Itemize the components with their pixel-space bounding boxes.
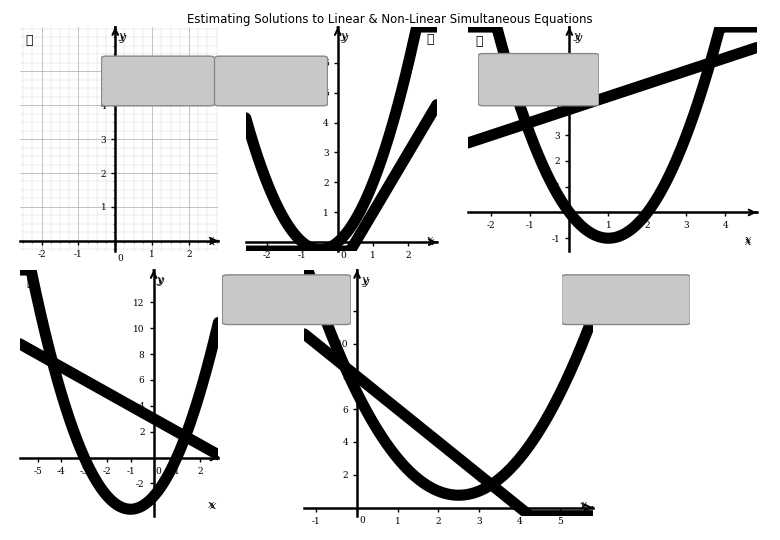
Text: y: y <box>341 31 347 42</box>
Text: 0: 0 <box>340 251 346 260</box>
FancyBboxPatch shape <box>478 53 599 106</box>
Text: x: x <box>208 235 215 246</box>
Text: Estimating Solutions to Linear & Non-Linear Simultaneous Equations: Estimating Solutions to Linear & Non-Lin… <box>187 14 593 26</box>
Text: y: y <box>575 32 581 43</box>
Text: y: y <box>342 33 348 43</box>
Text: x: x <box>581 500 587 510</box>
Text: 0: 0 <box>155 467 161 476</box>
Text: y = x + 2: y = x + 2 <box>133 89 183 97</box>
Text: y = x² − 5x + 7: y = x² − 5x + 7 <box>586 286 666 294</box>
Text: y = x² − 2x: y = x² − 2x <box>509 65 568 74</box>
Text: y: y <box>574 31 580 42</box>
Text: y = 0.5x + 4: y = 0.5x + 4 <box>506 87 571 97</box>
Text: y = 2x − 1: y = 2x − 1 <box>243 89 299 97</box>
Text: 0: 0 <box>359 516 365 525</box>
FancyBboxPatch shape <box>101 56 214 106</box>
Text: y: y <box>361 275 367 285</box>
Text: ③: ③ <box>476 35 484 48</box>
Text: y: y <box>157 275 163 285</box>
Text: x: x <box>209 237 215 247</box>
FancyBboxPatch shape <box>215 56 328 106</box>
Text: ①: ① <box>25 34 33 47</box>
Text: x: x <box>210 501 217 511</box>
FancyBboxPatch shape <box>562 275 690 325</box>
Text: x: x <box>427 237 434 247</box>
Text: 0: 0 <box>573 220 578 229</box>
Text: ⑤: ⑤ <box>312 278 320 291</box>
Text: y: y <box>119 31 125 42</box>
FancyBboxPatch shape <box>222 275 351 325</box>
Text: y = x² + x: y = x² + x <box>245 67 297 76</box>
Text: y: y <box>363 277 369 287</box>
Text: x: x <box>427 235 433 246</box>
Text: y = 3 − x: y = 3 − x <box>262 307 311 316</box>
Text: 0: 0 <box>118 254 123 264</box>
Text: y: y <box>119 33 126 43</box>
Text: x: x <box>745 235 751 246</box>
Text: ②: ② <box>426 33 434 46</box>
Text: y = x² + 1: y = x² + 1 <box>132 67 184 76</box>
Text: y: y <box>158 275 164 286</box>
Text: ④: ④ <box>27 276 34 289</box>
Text: x: x <box>208 500 215 510</box>
Text: x: x <box>580 501 586 511</box>
Text: x: x <box>745 237 751 247</box>
Text: y = x² + 2x − 3: y = x² + 2x − 3 <box>246 286 327 294</box>
Text: y = 8 − 2x: y = 8 − 2x <box>598 307 654 316</box>
